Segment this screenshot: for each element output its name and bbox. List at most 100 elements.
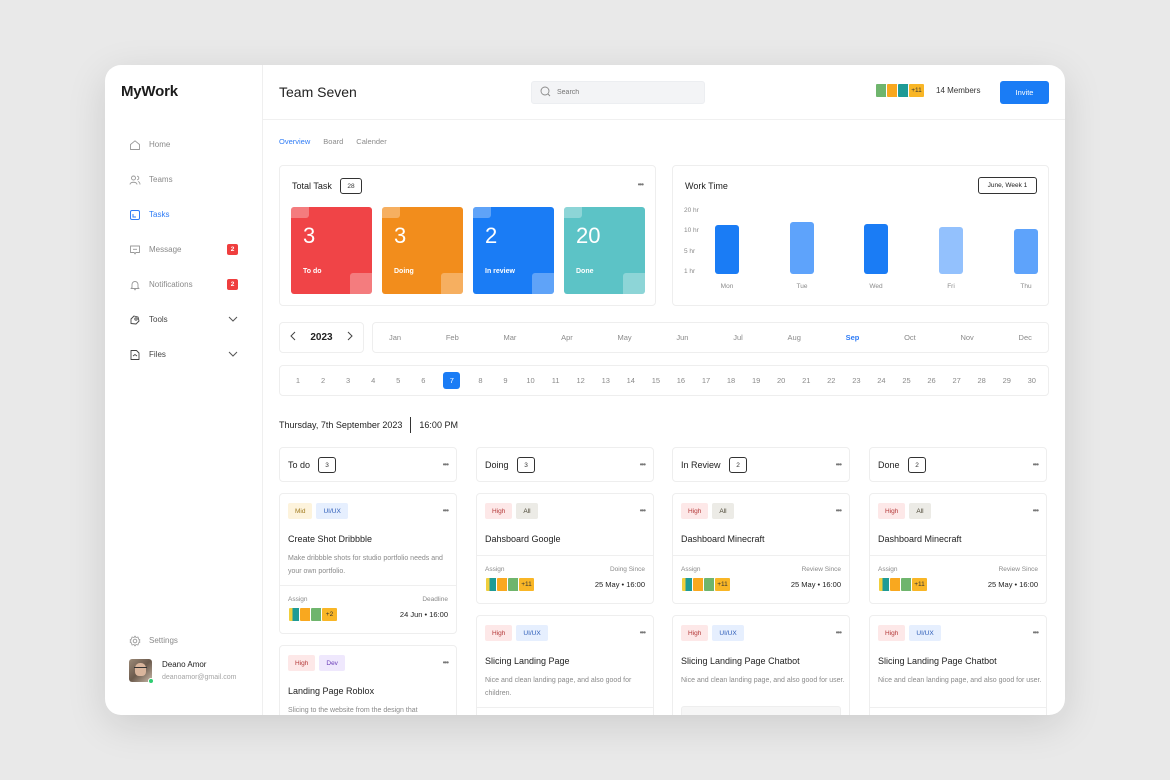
bar-thu[interactable]	[1014, 229, 1038, 274]
month-oct[interactable]: Oct	[904, 333, 916, 342]
day-24[interactable]: 24	[877, 376, 886, 385]
chevron-down-icon[interactable]	[228, 315, 238, 324]
task-card[interactable]: High UI/UX ••• Slicing Landing Page Chatb…	[672, 615, 850, 715]
day-18[interactable]: 18	[726, 376, 736, 385]
period-selector[interactable]: June, Week 1	[978, 177, 1037, 194]
tab-overview[interactable]: Overview	[279, 137, 311, 146]
stat-done[interactable]: 20 Done	[564, 207, 645, 294]
month-jun[interactable]: Jun	[676, 333, 689, 342]
chevron-right-icon[interactable]	[347, 331, 353, 344]
month-sep[interactable]: Sep	[845, 333, 860, 342]
stat-in-review[interactable]: 2 In review	[473, 207, 554, 294]
bar-tue[interactable]	[790, 222, 814, 274]
month-apr[interactable]: Apr	[561, 333, 573, 342]
stat-doing[interactable]: 3 Doing	[382, 207, 463, 294]
month-mar[interactable]: Mar	[503, 333, 517, 342]
day-26[interactable]: 26	[927, 376, 936, 385]
more-options-icon[interactable]: •••	[639, 460, 646, 469]
task-card[interactable]: High All ••• Dashboard Minecraft Assign R…	[672, 493, 850, 604]
day-9[interactable]: 9	[503, 376, 508, 385]
more-options-icon[interactable]: •••	[1032, 506, 1039, 515]
day-16[interactable]: 16	[676, 376, 686, 385]
task-card[interactable]: High UI/UX ••• Slicing Landing Page Chatb…	[869, 615, 1047, 715]
chevron-down-icon[interactable]	[228, 350, 238, 359]
more-options-icon[interactable]: •••	[442, 460, 449, 469]
more-options-icon[interactable]: •••	[835, 460, 842, 469]
search-input[interactable]	[557, 89, 687, 96]
month-jul[interactable]: Jul	[733, 333, 743, 342]
assignee-avatars[interactable]: +11	[878, 577, 928, 592]
day-4[interactable]: 4	[371, 376, 376, 385]
more-options-icon[interactable]: •••	[835, 628, 842, 637]
x-label: Thu	[1020, 283, 1032, 290]
sidebar-item-settings[interactable]: Settings	[105, 623, 262, 658]
assignee-avatars[interactable]: +2	[288, 607, 338, 622]
more-options-icon[interactable]: •••	[442, 506, 449, 515]
day-20[interactable]: 20	[777, 376, 786, 385]
sidebar-item-home[interactable]: Home	[105, 127, 262, 162]
day-21[interactable]: 21	[802, 376, 811, 385]
more-options-icon[interactable]: •••	[835, 506, 842, 515]
assignee-avatars[interactable]: +11	[681, 577, 731, 592]
user-profile[interactable]: Deano Amor deanoamor@gmail.com	[129, 659, 236, 684]
day-13[interactable]: 13	[601, 376, 610, 385]
month-jan[interactable]: Jan	[389, 333, 402, 342]
day-2[interactable]: 2	[320, 376, 326, 385]
sidebar-item-tools[interactable]: Tools	[105, 302, 262, 337]
tab-board[interactable]: Board	[323, 137, 344, 146]
day-23[interactable]: 23	[852, 376, 861, 385]
bar-fri[interactable]	[939, 227, 963, 274]
day-22[interactable]: 22	[827, 376, 836, 385]
month-aug[interactable]: Aug	[787, 333, 801, 342]
day-15[interactable]: 15	[651, 376, 661, 385]
month-may[interactable]: May	[617, 333, 632, 342]
day-7[interactable]: 7	[443, 372, 461, 389]
stat-todo[interactable]: 3 To do	[291, 207, 372, 294]
assignee-avatars[interactable]: +11	[485, 577, 535, 592]
task-card[interactable]: High UI/UX ••• Slicing Landing Page Nice a…	[476, 615, 654, 715]
task-card[interactable]: High Dev ••• Landing Page Roblox Slicing t…	[279, 645, 457, 715]
task-card[interactable]: Mid UI/UX ••• Create Shot Dribbble Make dr…	[279, 493, 457, 634]
day-25[interactable]: 25	[902, 376, 911, 385]
day-10[interactable]: 10	[526, 376, 535, 385]
day-3[interactable]: 3	[346, 376, 351, 385]
day-27[interactable]: 27	[952, 376, 961, 385]
team-members[interactable]: +11 14 Members	[875, 83, 980, 98]
day-28[interactable]: 28	[977, 376, 986, 385]
tab-calender[interactable]: Calender	[356, 137, 387, 146]
sidebar-item-notifications[interactable]: Notifications 2	[105, 267, 262, 302]
day-19[interactable]: 19	[751, 376, 761, 385]
month-feb[interactable]: Feb	[445, 333, 459, 342]
sidebar-item-message[interactable]: Message 2	[105, 232, 262, 267]
sidebar-item-label: Teams	[149, 175, 173, 184]
month-dec[interactable]: Dec	[1018, 333, 1032, 342]
more-options-icon[interactable]: •••	[637, 180, 644, 189]
task-card[interactable]: High All ••• Dashboard Minecraft Assign R…	[869, 493, 1047, 604]
day-11[interactable]: 11	[551, 376, 560, 385]
chevron-left-icon[interactable]	[290, 331, 296, 344]
sidebar-item-tasks[interactable]: Tasks	[105, 197, 262, 232]
month-nov[interactable]: Nov	[960, 333, 974, 342]
day-6[interactable]: 6	[421, 376, 426, 385]
more-options-icon[interactable]: •••	[1032, 460, 1039, 469]
day-29[interactable]: 29	[1002, 376, 1011, 385]
task-card[interactable]: High All ••• Dahsboard Google Assign Doin…	[476, 493, 654, 604]
day-8[interactable]: 8	[478, 376, 483, 385]
more-options-icon[interactable]: •••	[639, 628, 646, 637]
day-17[interactable]: 17	[701, 376, 711, 385]
day-30[interactable]: 30	[1027, 376, 1036, 385]
member-avatars: +11	[875, 83, 925, 98]
more-options-icon[interactable]: •••	[442, 658, 449, 667]
bar-mon[interactable]	[715, 225, 739, 274]
invite-button[interactable]: Invite	[1000, 81, 1049, 104]
day-5[interactable]: 5	[396, 376, 401, 385]
more-options-icon[interactable]: •••	[639, 506, 646, 515]
more-options-icon[interactable]: •••	[1032, 628, 1039, 637]
day-1[interactable]: 1	[295, 376, 301, 385]
day-14[interactable]: 14	[626, 376, 635, 385]
sidebar-item-files[interactable]: Files	[105, 337, 262, 372]
bar-wed[interactable]	[864, 224, 888, 274]
search-box[interactable]	[531, 81, 705, 104]
sidebar-item-teams[interactable]: Teams	[105, 162, 262, 197]
day-12[interactable]: 12	[576, 376, 585, 385]
